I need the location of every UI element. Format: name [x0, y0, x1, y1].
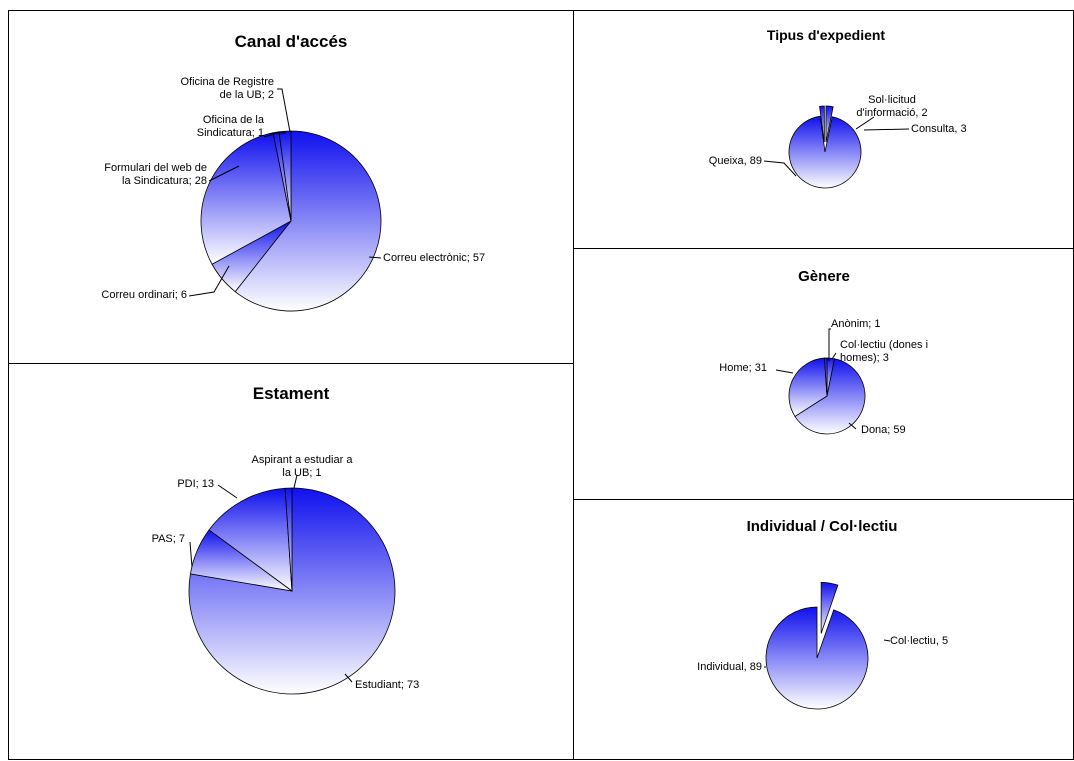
- slice-label-line: Oficina de la: [203, 114, 265, 126]
- slice-label: Formulari del web de la Sindicatura; 28: [104, 162, 207, 187]
- slice-label-line: Correu electrònic; 57: [383, 252, 485, 264]
- slice-label: Col·lectiu (dones i homes); 3: [840, 339, 928, 364]
- slice-label-line: Aspirant a estudiar a: [252, 454, 354, 466]
- leader-line: [344, 673, 353, 683]
- slice-label-line: homes); 3: [840, 352, 889, 364]
- slice-label: Anònim; 1: [831, 318, 881, 330]
- leader-line: [188, 265, 230, 297]
- leader-line: [208, 165, 240, 182]
- pie-chart-genere: Gènere Col·lectiu (dones i homes); 3 Dona;…: [719, 268, 928, 436]
- pie-slice: [794, 358, 866, 435]
- slice-label-line: Sol·licitud: [868, 94, 916, 106]
- slice-label-line: la Sindicatura; 28: [122, 175, 207, 187]
- slice-label: PAS; 7: [152, 533, 185, 545]
- chart-title: Canal d'accés: [235, 32, 348, 51]
- pie-chart-estament: Estament Estudiant; 73 PAS; 7 PDI; 13 Aspir…: [152, 384, 419, 695]
- leader-line: [189, 541, 193, 568]
- slice-label-line: PDI; 13: [177, 478, 214, 490]
- pie-slice: [788, 357, 828, 417]
- leader-line: [277, 88, 291, 133]
- slice-label: Consulta, 3: [911, 123, 967, 135]
- slice-label-line: Individual, 89: [697, 661, 762, 673]
- pie-slice: [825, 105, 834, 143]
- chart-title: Gènere: [798, 268, 850, 285]
- pie-slice: [788, 115, 862, 189]
- leader-line: [763, 160, 797, 177]
- leader-line: [831, 352, 837, 360]
- slice-label: Col·lectiu, 5: [890, 635, 948, 647]
- slice-label-line: Col·lectiu, 5: [890, 635, 948, 647]
- slice-label: Sol·licitud d'informació, 2: [856, 94, 927, 119]
- slice-label: Home; 31: [719, 362, 767, 374]
- pie-slice: [284, 487, 293, 592]
- leader-line: [368, 256, 382, 259]
- leader-line: [263, 132, 286, 138]
- pie-chart-canal: Canal d'accés Correu electrònic; 57 Corre…: [101, 32, 485, 312]
- leader-line: [863, 128, 910, 131]
- pie-slice: [278, 130, 292, 222]
- slice-label-line: Col·lectiu (dones i: [840, 339, 928, 351]
- slice-label-line: PAS; 7: [152, 533, 185, 545]
- pie-slice: [824, 357, 828, 397]
- slice-label: PDI; 13: [177, 478, 214, 490]
- slice-label: Correu electrònic; 57: [383, 252, 485, 264]
- leader-line: [883, 639, 891, 642]
- chart-title: Estament: [253, 384, 330, 403]
- slice-label: Oficina de Registre de la UB; 2: [180, 76, 274, 101]
- slice-label-line: Queixa, 89: [709, 155, 762, 167]
- chart-title: Individual / Col·lectiu: [747, 518, 898, 535]
- pie-slice: [765, 606, 869, 710]
- leader-line: [828, 328, 831, 361]
- chart-panel-canal: Canal d'accés Correu electrònic; 57 Corre…: [8, 10, 574, 364]
- pie-chart-individual: Individual / Col·lectiu Col·lectiu, 5 Ind…: [697, 518, 948, 710]
- pie-slice: [819, 105, 825, 143]
- chart-panel-genere: Gènere Col·lectiu (dones i homes); 3 Dona;…: [573, 248, 1074, 500]
- chart-panel-individual: Individual / Col·lectiu Col·lectiu, 5 Ind…: [573, 499, 1074, 760]
- slice-label-line: Correu ordinari; 6: [101, 289, 187, 301]
- slice-label-line: Sindicatura; 1: [197, 127, 264, 139]
- slice-label-line: d'informació, 2: [856, 107, 927, 119]
- leader-line: [217, 484, 238, 499]
- slice-label-line: Oficina de Registre: [180, 76, 274, 88]
- slice-label: Dona; 59: [861, 424, 906, 436]
- slice-label-line: de la UB; 2: [220, 89, 274, 101]
- pie-chart-tipus: Tipus d'expedient Consulta, 3 Queixa, 89 S…: [709, 27, 967, 189]
- slice-label: Oficina de la Sindicatura; 1: [197, 114, 265, 139]
- pie-slice: [234, 130, 382, 312]
- leader-line: [848, 422, 857, 430]
- pie-slice: [200, 132, 292, 265]
- slice-label: Aspirant a estudiar a la UB; 1: [252, 454, 354, 479]
- slice-label-line: Dona; 59: [861, 424, 906, 436]
- slice-label: Correu ordinari; 6: [101, 289, 187, 301]
- chart-panel-tipus: Tipus d'expedient Consulta, 3 Queixa, 89 S…: [573, 10, 1074, 249]
- chart-panel-estament: Estament Estudiant; 73 PAS; 7 PDI; 13 Aspir…: [8, 363, 574, 760]
- leader-line: [855, 116, 875, 130]
- slice-label: Queixa, 89: [709, 155, 762, 167]
- pie-slice: [208, 487, 293, 592]
- pie-slice: [820, 581, 839, 634]
- slice-label-line: Estudiant; 73: [355, 679, 419, 691]
- leader-line: [293, 474, 298, 489]
- pie-slice: [188, 487, 396, 695]
- slice-label-line: Formulari del web de: [104, 162, 207, 174]
- slice-label-line: la UB; 1: [282, 467, 321, 479]
- chart-title: Tipus d'expedient: [767, 27, 886, 43]
- leader-line: [775, 369, 794, 374]
- slice-label: Estudiant; 73: [355, 679, 419, 691]
- slice-label-line: Home; 31: [719, 362, 767, 374]
- slice-label-line: Consulta, 3: [911, 123, 967, 135]
- slice-label-line: Anònim; 1: [831, 318, 881, 330]
- slice-label: Individual, 89: [697, 661, 762, 673]
